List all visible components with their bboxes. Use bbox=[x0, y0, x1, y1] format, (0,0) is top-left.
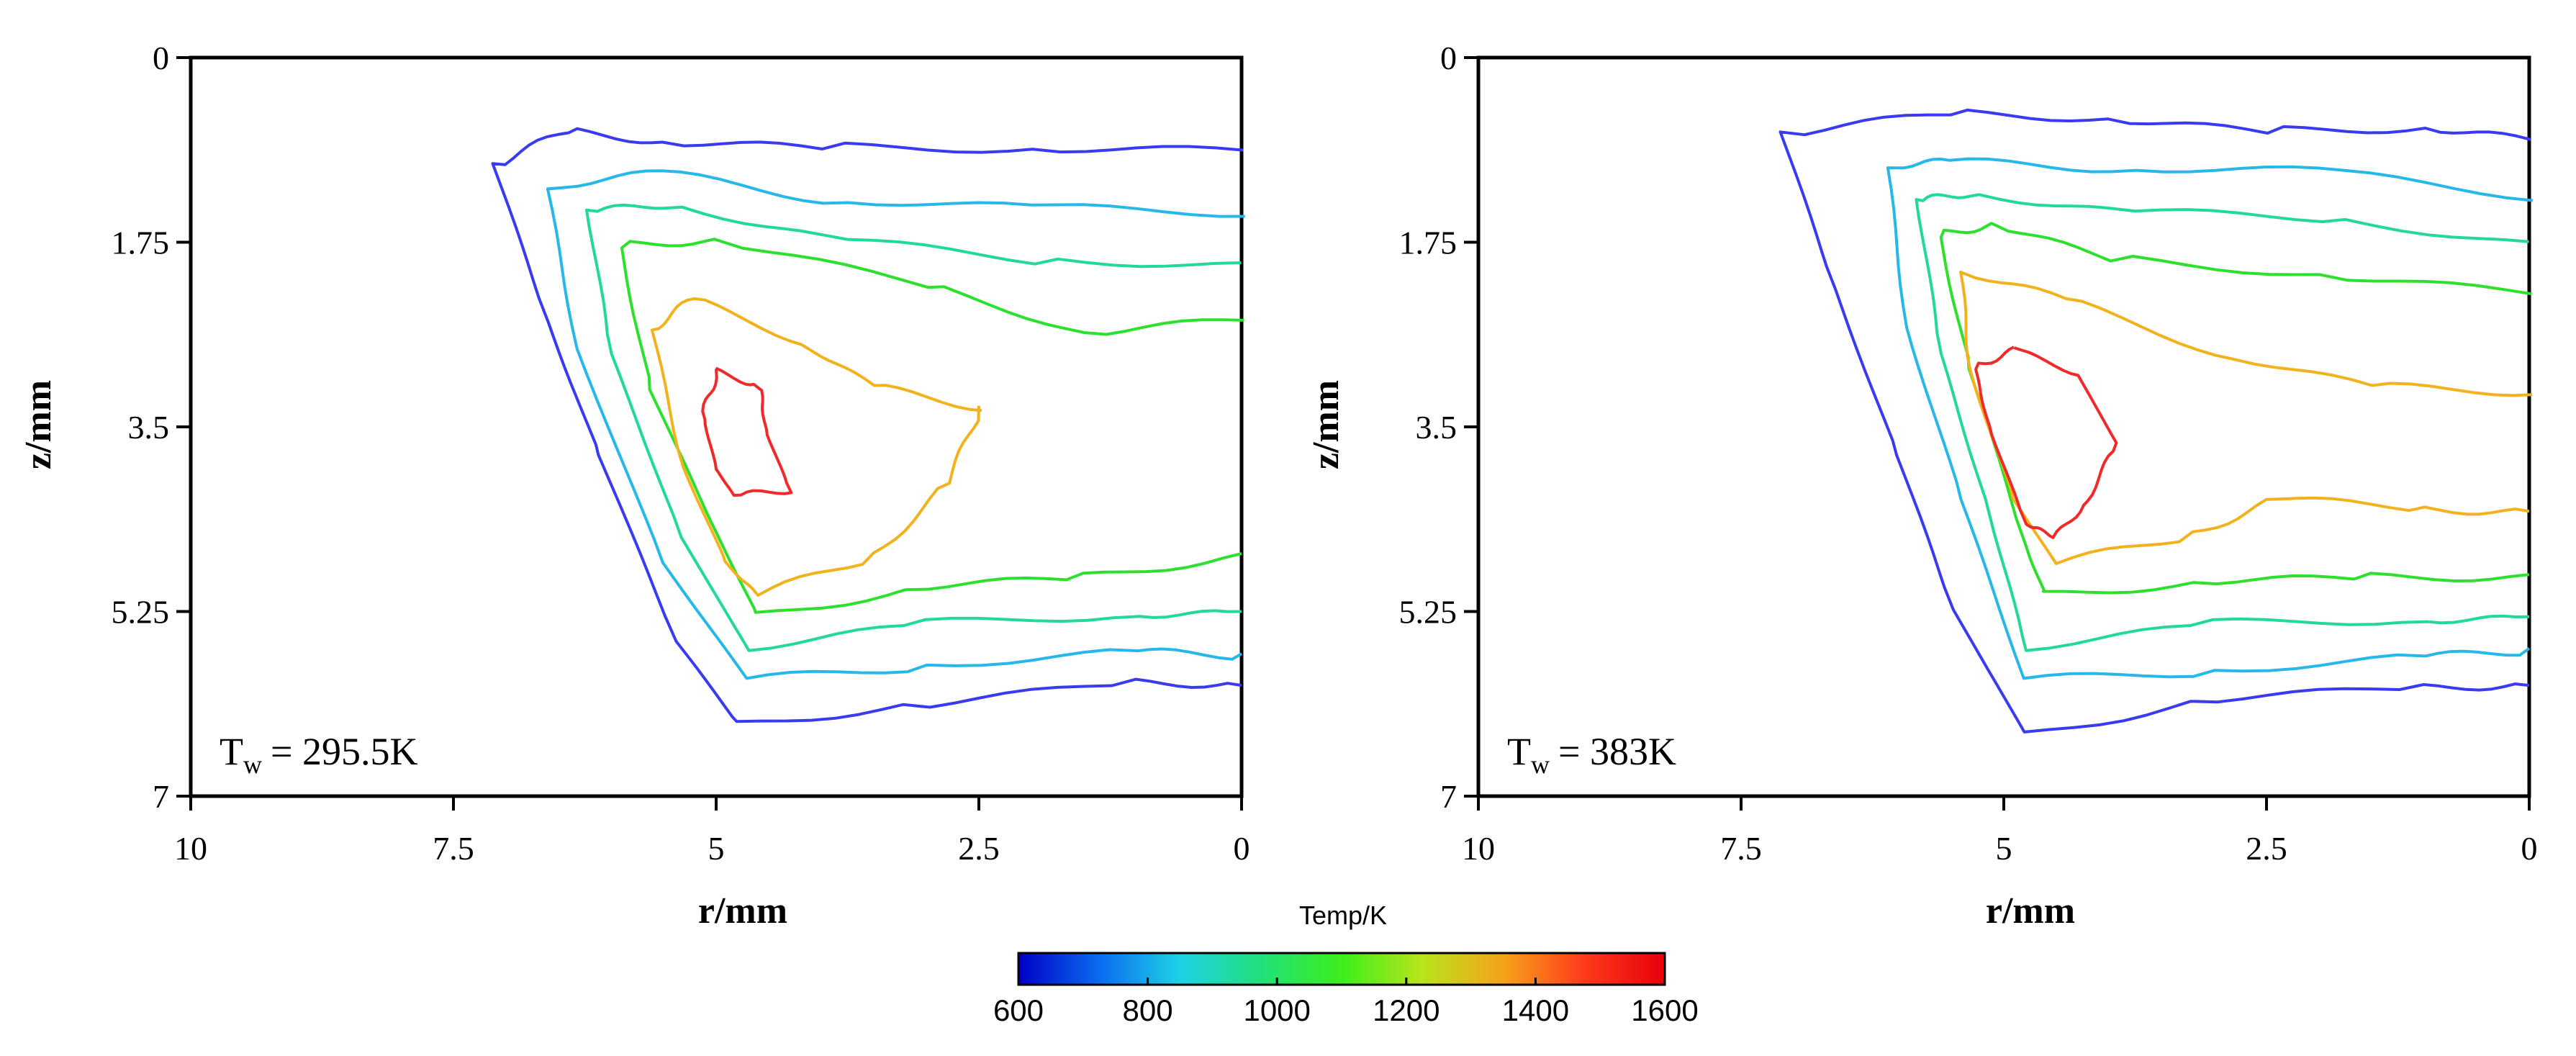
right-annotation-symbol: T bbox=[1507, 730, 1531, 773]
left-annotation-subscript: w bbox=[243, 750, 262, 779]
left-x-tick-label: 5 bbox=[708, 830, 725, 867]
right-y-axis-ticks: 0 1.75 3.5 5.25 7 bbox=[1399, 40, 1478, 815]
right-annotation-subscript: w bbox=[1531, 750, 1550, 779]
colorbar-gradient bbox=[1017, 952, 1666, 986]
right-contour-800K bbox=[1886, 157, 2533, 680]
left-y-axis-title: z/mm bbox=[18, 380, 59, 469]
right-wall-temperature-label: Tw = 383K bbox=[1507, 730, 1676, 779]
right-contour-lines bbox=[1779, 108, 2533, 734]
right-contour-plot: 10 7.5 5 2.5 0 0 1.75 3.5 5.25 7 r/mm z/mm Tw = 3… bbox=[1306, 40, 2538, 931]
left-annotation-value: = 295.5K bbox=[271, 730, 417, 773]
right-x-axis-ticks: 10 7.5 5 2.5 0 bbox=[1462, 796, 2538, 867]
right-x-tick-label: 5 bbox=[1996, 830, 2012, 867]
left-contour-lines bbox=[491, 127, 1245, 723]
right-y-tick-label: 3.5 bbox=[1416, 409, 1458, 446]
left-contour-1600K bbox=[701, 366, 793, 497]
right-contour-1400K bbox=[1959, 271, 2533, 565]
left-x-tick-label: 7.5 bbox=[433, 830, 474, 867]
colorbar-tick-label: 1000 bbox=[1243, 993, 1310, 1027]
left-y-axis-ticks: 0 1.75 3.5 5.25 7 bbox=[112, 40, 191, 815]
left-y-tick-label: 5.25 bbox=[112, 594, 170, 631]
right-y-axis-title: z/mm bbox=[1306, 380, 1347, 469]
right-plot-frame bbox=[1476, 55, 2531, 798]
right-x-tick-label: 2.5 bbox=[2246, 830, 2287, 867]
left-y-tick-label: 7 bbox=[153, 778, 169, 815]
left-annotation-symbol: T bbox=[220, 730, 243, 773]
right-x-tick-label: 0 bbox=[2521, 830, 2538, 867]
left-y-tick-label: 0 bbox=[153, 40, 169, 76]
right-contour-1600K bbox=[1974, 346, 2118, 539]
colorbar-tick-label: 1400 bbox=[1502, 993, 1569, 1027]
left-x-axis-ticks: 10 7.5 5 2.5 0 bbox=[174, 796, 1250, 867]
temperature-colorbar: Temp/K 600 800 1000 1200 1400 1600 bbox=[993, 901, 1699, 1027]
colorbar-tick-label: 1600 bbox=[1631, 993, 1698, 1027]
left-contour-plot: 10 7.5 5 2.5 0 0 1.75 3.5 5.25 7 r/mm z/mm Tw = 2… bbox=[18, 40, 1250, 931]
colorbar-tick-label: 1200 bbox=[1373, 993, 1440, 1027]
right-y-tick-label: 5.25 bbox=[1399, 594, 1458, 631]
left-contour-1000K bbox=[585, 203, 1242, 652]
colorbar-tick-label: 800 bbox=[1123, 993, 1173, 1027]
colorbar-tick-label: 600 bbox=[993, 993, 1044, 1027]
left-y-tick-label: 3.5 bbox=[128, 409, 170, 446]
left-y-tick-label: 1.75 bbox=[112, 225, 170, 261]
left-x-tick-label: 2.5 bbox=[958, 830, 1000, 867]
right-annotation-value: = 383K bbox=[1558, 730, 1676, 773]
left-contour-1200K bbox=[620, 238, 1244, 614]
left-x-axis-title: r/mm bbox=[698, 890, 787, 931]
right-x-tick-label: 10 bbox=[1462, 830, 1495, 867]
right-y-tick-label: 7 bbox=[1440, 778, 1457, 815]
left-contour-800K bbox=[546, 169, 1245, 680]
left-x-tick-label: 10 bbox=[174, 830, 207, 867]
left-contour-600K bbox=[491, 127, 1244, 723]
right-contour-1200K bbox=[1939, 222, 2532, 595]
right-y-tick-label: 0 bbox=[1440, 40, 1457, 76]
right-x-axis-title: r/mm bbox=[1986, 890, 2075, 931]
right-y-tick-label: 1.75 bbox=[1399, 225, 1458, 261]
right-contour-1000K bbox=[1915, 193, 2530, 652]
right-x-tick-label: 7.5 bbox=[1720, 830, 1762, 867]
colorbar-ticks: 600 800 1000 1200 1400 1600 bbox=[993, 978, 1699, 1027]
colorbar-title: Temp/K bbox=[1299, 901, 1387, 930]
left-contour-1400K bbox=[650, 297, 982, 597]
right-contour-600K bbox=[1779, 108, 2531, 734]
left-x-tick-label: 0 bbox=[1234, 830, 1250, 867]
left-wall-temperature-label: Tw = 295.5K bbox=[220, 730, 417, 779]
